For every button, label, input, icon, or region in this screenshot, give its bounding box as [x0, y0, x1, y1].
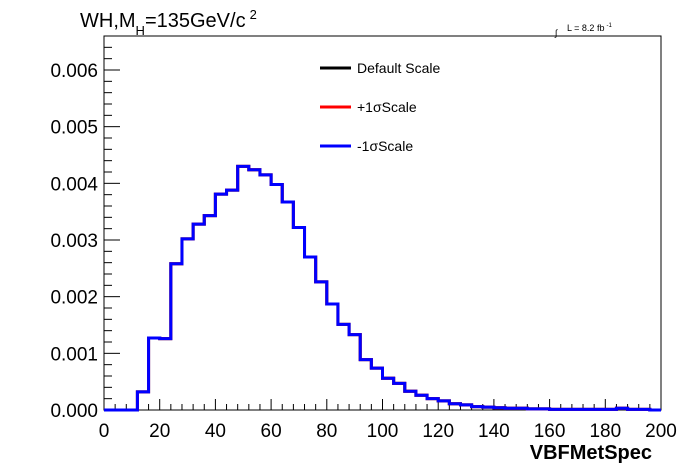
legend: Default Scale +1σScale -1σScale [320, 60, 440, 154]
x-tick-label: 200 [645, 421, 677, 442]
x-axis: 0 20 40 60 80 100 120 140 160 180 200 [99, 399, 677, 442]
x-tick-label: 160 [534, 421, 566, 442]
x-tick-label: 100 [367, 421, 399, 442]
series-line-2 [104, 164, 661, 412]
y-tick-label: 0.005 [50, 118, 98, 139]
y-tick-label: 0.004 [50, 174, 98, 195]
x-axis-label: VBFMetSpec [530, 442, 652, 464]
y-tick-label: 0.002 [50, 288, 98, 309]
y-tick-label: 0.001 [50, 344, 98, 365]
y-tick-label: 0.006 [50, 61, 98, 82]
x-tick-label: 180 [589, 421, 621, 442]
legend-label: +1σScale [357, 99, 417, 115]
integral-symbol: ∫ [554, 28, 559, 38]
y-tick-label: 0.003 [50, 231, 98, 252]
legend-label: -1σScale [357, 138, 413, 154]
y-axis: 0.000 0.001 0.002 0.003 0.004 0.005 0.006 [50, 35, 120, 422]
x-tick-label: 40 [205, 421, 226, 442]
plot-frame [103, 35, 662, 411]
legend-label: Default Scale [357, 60, 440, 76]
x-tick-label: 140 [478, 421, 510, 442]
x-tick-label: 20 [149, 421, 170, 442]
luminosity-label: L = 8.2 fb -1 [567, 23, 612, 33]
x-tick-label: 60 [261, 421, 282, 442]
series-layer [104, 164, 661, 412]
x-tick-label: 80 [316, 421, 337, 442]
x-tick-label: 0 [99, 421, 110, 442]
y-tick-label: 0.000 [50, 401, 98, 422]
chart-title: WH,MH=135GeV/c 2 [80, 7, 257, 38]
x-tick-label: 120 [422, 421, 454, 442]
